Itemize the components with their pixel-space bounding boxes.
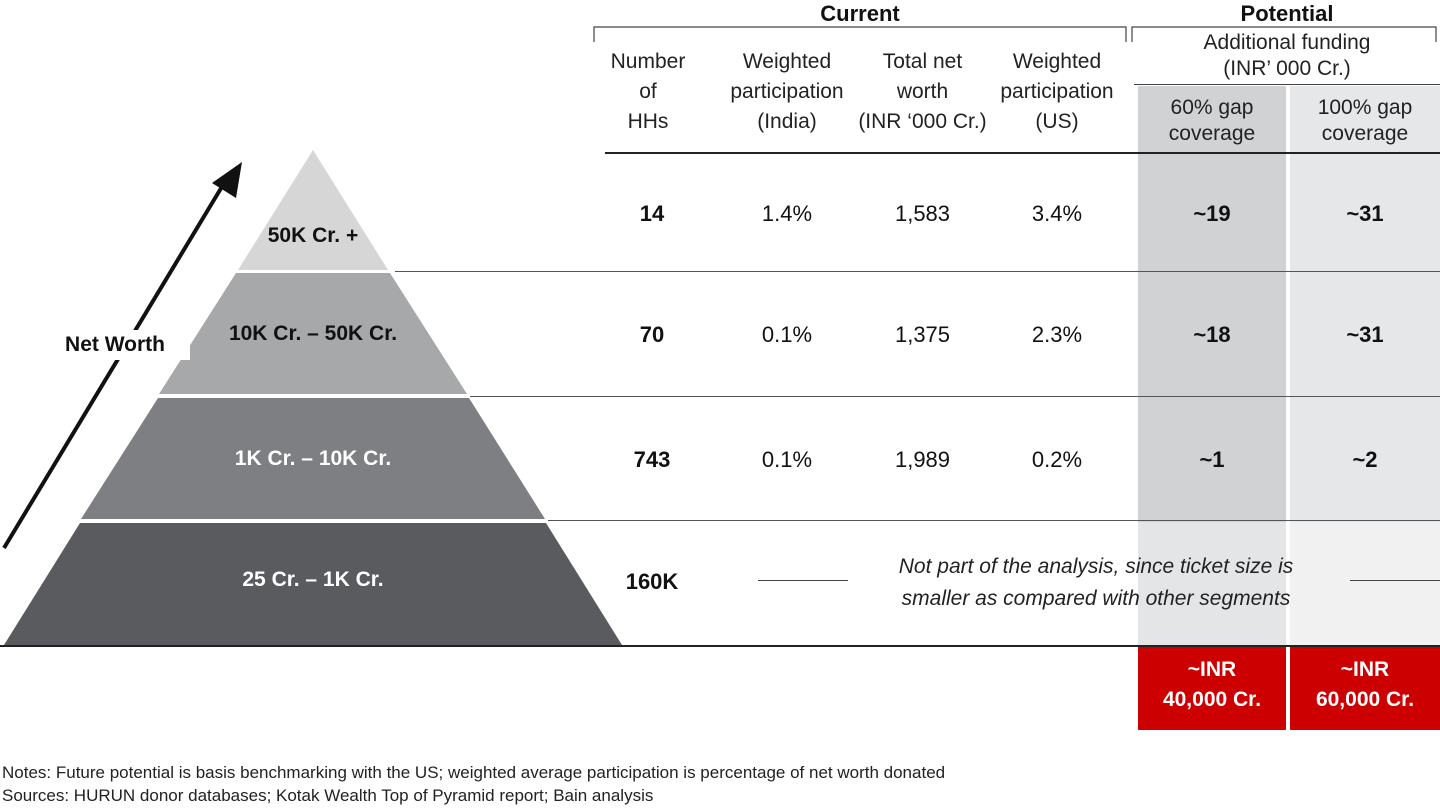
footnote-notes: Notes: Future potential is basis benchma… [2, 763, 946, 782]
header-rule [605, 152, 1440, 154]
cell-wp-us: 3.4% [1031, 201, 1083, 226]
cell-net-worth: 1,989 [894, 447, 951, 472]
cell-num-hhs: 70 [639, 322, 665, 347]
cell-gap60: ~1 [1199, 447, 1225, 472]
cell-gap100: ~31 [1346, 322, 1384, 347]
excluded-note-line-left [758, 580, 848, 581]
net-worth-arrow-head [212, 162, 242, 198]
total-gap60: ~INR 40,000 Cr. [1138, 647, 1286, 730]
potential-subheader-rule [1134, 84, 1440, 85]
axis-label: Net Worth [40, 330, 190, 360]
row-separator [548, 520, 1440, 521]
tier-label: 25 Cr. – 1K Cr. [242, 568, 384, 591]
cell-num-hhs: 160K [625, 569, 679, 594]
gap100-band-fade [1290, 522, 1440, 646]
cell-net-worth: 1,583 [894, 201, 951, 226]
group-header-current: Current [820, 1, 900, 26]
cell-num-hhs: 743 [633, 447, 671, 472]
cell-num-hhs: 14 [639, 201, 665, 226]
excluded-note-line-right [1350, 580, 1440, 581]
current-bracket [593, 26, 1127, 42]
total-gap100-text: ~INR 60,000 Cr. [1315, 658, 1415, 711]
potential-bracket [1131, 26, 1437, 42]
row-separator [470, 396, 1440, 397]
footnote-sources: Sources: HURUN donor databases; Kotak We… [2, 786, 654, 805]
excluded-note: Not part of the analysis, since ticket s… [898, 555, 1294, 610]
col-header-wp-india: Weighted participation (India) [730, 50, 844, 133]
row-separator [395, 271, 1440, 272]
tier-label: 1K Cr. – 10K Cr. [234, 447, 392, 470]
cell-wp-us: 2.3% [1031, 322, 1083, 347]
cell-wp-india: 0.1% [761, 322, 813, 347]
pyramid-tier-top [238, 150, 388, 270]
group-header-potential: Potential [1240, 1, 1334, 26]
tier-label: 50K Cr. + [267, 224, 359, 247]
net-worth-arrow-shaft [2, 178, 228, 550]
table-bottom-rule [0, 645, 1440, 647]
pyramid [2, 150, 622, 645]
pyramid-tier-bottom [4, 523, 622, 645]
potential-subheader: Additional funding (INR’ 000 Cr.) [1203, 31, 1371, 80]
cell-wp-india: 0.1% [761, 447, 813, 472]
col-header-net-worth: Total net worth (INR ‘000 Cr.) [858, 50, 987, 133]
cell-gap100: ~2 [1352, 447, 1378, 472]
col-header-gap100: 100% gap coverage [1317, 96, 1413, 145]
col-header-num-hhs: Number of HHs [610, 50, 686, 133]
col-header-wp-us: Weighted participation (US) [1000, 50, 1114, 133]
cell-gap60: ~18 [1193, 322, 1231, 347]
cell-gap60: ~19 [1193, 201, 1231, 226]
cell-wp-us: 0.2% [1031, 447, 1083, 472]
cell-gap100: ~31 [1346, 201, 1384, 226]
col-header-gap60: 60% gap coverage [1168, 96, 1256, 145]
pyramid-tier-2 [159, 273, 467, 394]
tier-label: 10K Cr. – 50K Cr. [228, 322, 398, 345]
total-gap100: ~INR 60,000 Cr. [1290, 647, 1440, 730]
gap60-band-fade [1138, 522, 1286, 646]
cell-wp-india: 1.4% [761, 201, 813, 226]
total-gap60-text: ~INR 40,000 Cr. [1162, 658, 1262, 711]
pyramid-tier-3 [81, 398, 545, 519]
cell-net-worth: 1,375 [894, 322, 951, 347]
